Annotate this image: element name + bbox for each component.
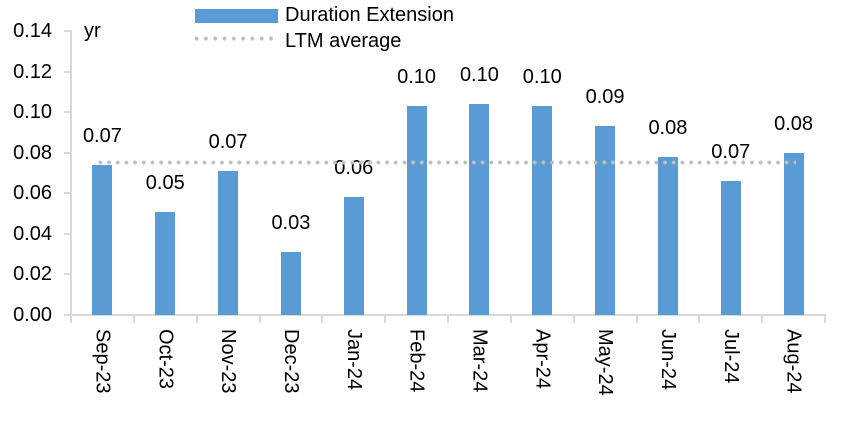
x-axis-category-label: Sep-23 (91, 329, 114, 394)
x-axis-tick (509, 314, 512, 323)
y-axis-tick-label: 0.12 (13, 60, 52, 83)
bar-data-label: 0.07 (82, 124, 122, 147)
x-axis-category-label: Apr-24 (531, 329, 554, 390)
x-axis-category-label: Jan-24 (342, 329, 365, 391)
y-axis-tick (64, 30, 72, 32)
bar-data-label: 0.10 (397, 66, 437, 89)
x-axis-category-label: May-24 (594, 329, 617, 396)
legend-label-duration-extension: Duration Extension (285, 4, 454, 26)
ltm-average-line (96, 160, 796, 166)
x-axis-tick (70, 314, 72, 323)
legend-label-ltm-average: LTM average (285, 30, 402, 52)
y-axis-tick (64, 273, 72, 276)
x-axis-tick (824, 314, 826, 323)
y-axis-tick-label: 0.06 (13, 182, 52, 205)
x-axis-category-label: Nov-23 (217, 329, 240, 394)
x-axis-tick (635, 314, 638, 323)
y-axis-tick (64, 314, 72, 316)
x-axis-tick (195, 314, 198, 323)
bar (657, 156, 678, 315)
x-axis-tick (572, 314, 575, 323)
y-axis-tick (64, 70, 72, 73)
y-axis-tick-label: 0.10 (13, 101, 52, 124)
x-axis-category-label: Jul-24 (719, 329, 742, 384)
bar (280, 252, 301, 315)
y-axis-unit-label: yr (84, 20, 101, 42)
bar (783, 152, 804, 315)
x-axis-tick (698, 314, 701, 323)
x-axis-category-label: Dec-23 (279, 329, 302, 394)
x-axis-category-label: Aug-24 (782, 329, 805, 394)
x-axis-tick (132, 314, 135, 323)
bar-data-label: 0.07 (208, 130, 248, 153)
y-axis-line (70, 31, 72, 315)
x-axis-tick (384, 314, 387, 323)
legend-bar-swatch-icon (195, 9, 278, 23)
bar (92, 164, 113, 315)
bar-data-label: 0.10 (522, 66, 562, 89)
y-axis-tick-label: 0.02 (13, 263, 52, 286)
x-axis-category-label: Feb-24 (405, 329, 428, 393)
bar-data-label: 0.09 (585, 86, 625, 109)
bar-data-label: 0.08 (648, 116, 688, 139)
legend-dotted-line-swatch-icon (192, 36, 276, 41)
y-axis-tick (64, 151, 72, 154)
y-axis-tick (64, 111, 72, 114)
x-axis-category-label: Oct-23 (154, 329, 177, 390)
x-axis-category-label: Mar-24 (468, 329, 491, 393)
x-axis-tick (258, 314, 261, 323)
y-axis-tick (64, 232, 72, 235)
bar (406, 106, 427, 315)
bar (595, 126, 616, 315)
bar (532, 106, 553, 315)
bar (343, 197, 364, 315)
bar-data-label: 0.10 (459, 64, 499, 87)
y-axis-tick-label: 0.04 (13, 222, 52, 245)
legend: Duration Extension LTM average (0, 0, 852, 56)
bar-data-label: 0.08 (774, 112, 814, 135)
bar-data-label: 0.05 (145, 171, 185, 194)
y-axis-tick-label: 0.14 (13, 20, 52, 42)
y-axis-tick-label: 0.00 (13, 304, 52, 326)
bar (218, 170, 239, 315)
y-axis-tick-label: 0.08 (13, 141, 52, 164)
x-axis-tick (321, 314, 324, 323)
x-axis-tick (447, 314, 449, 323)
bar (155, 211, 176, 315)
bar (720, 181, 741, 315)
bar (469, 104, 490, 315)
y-axis-tick (64, 192, 72, 195)
x-axis-tick (761, 314, 764, 323)
x-axis-category-label: Jun-24 (656, 329, 679, 391)
bar-data-label: 0.03 (271, 212, 311, 235)
bar-data-label: 0.07 (711, 141, 751, 164)
